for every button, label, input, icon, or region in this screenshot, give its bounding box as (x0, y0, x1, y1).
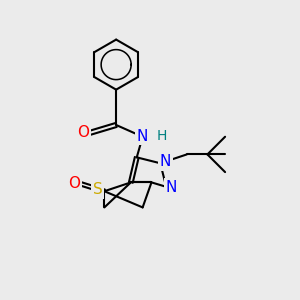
Text: N: N (137, 129, 148, 144)
Text: H: H (157, 129, 167, 143)
Text: S: S (93, 182, 103, 197)
Text: O: O (77, 125, 89, 140)
Text: N: N (166, 180, 177, 195)
Text: N: N (160, 154, 171, 169)
Text: O: O (68, 176, 80, 191)
